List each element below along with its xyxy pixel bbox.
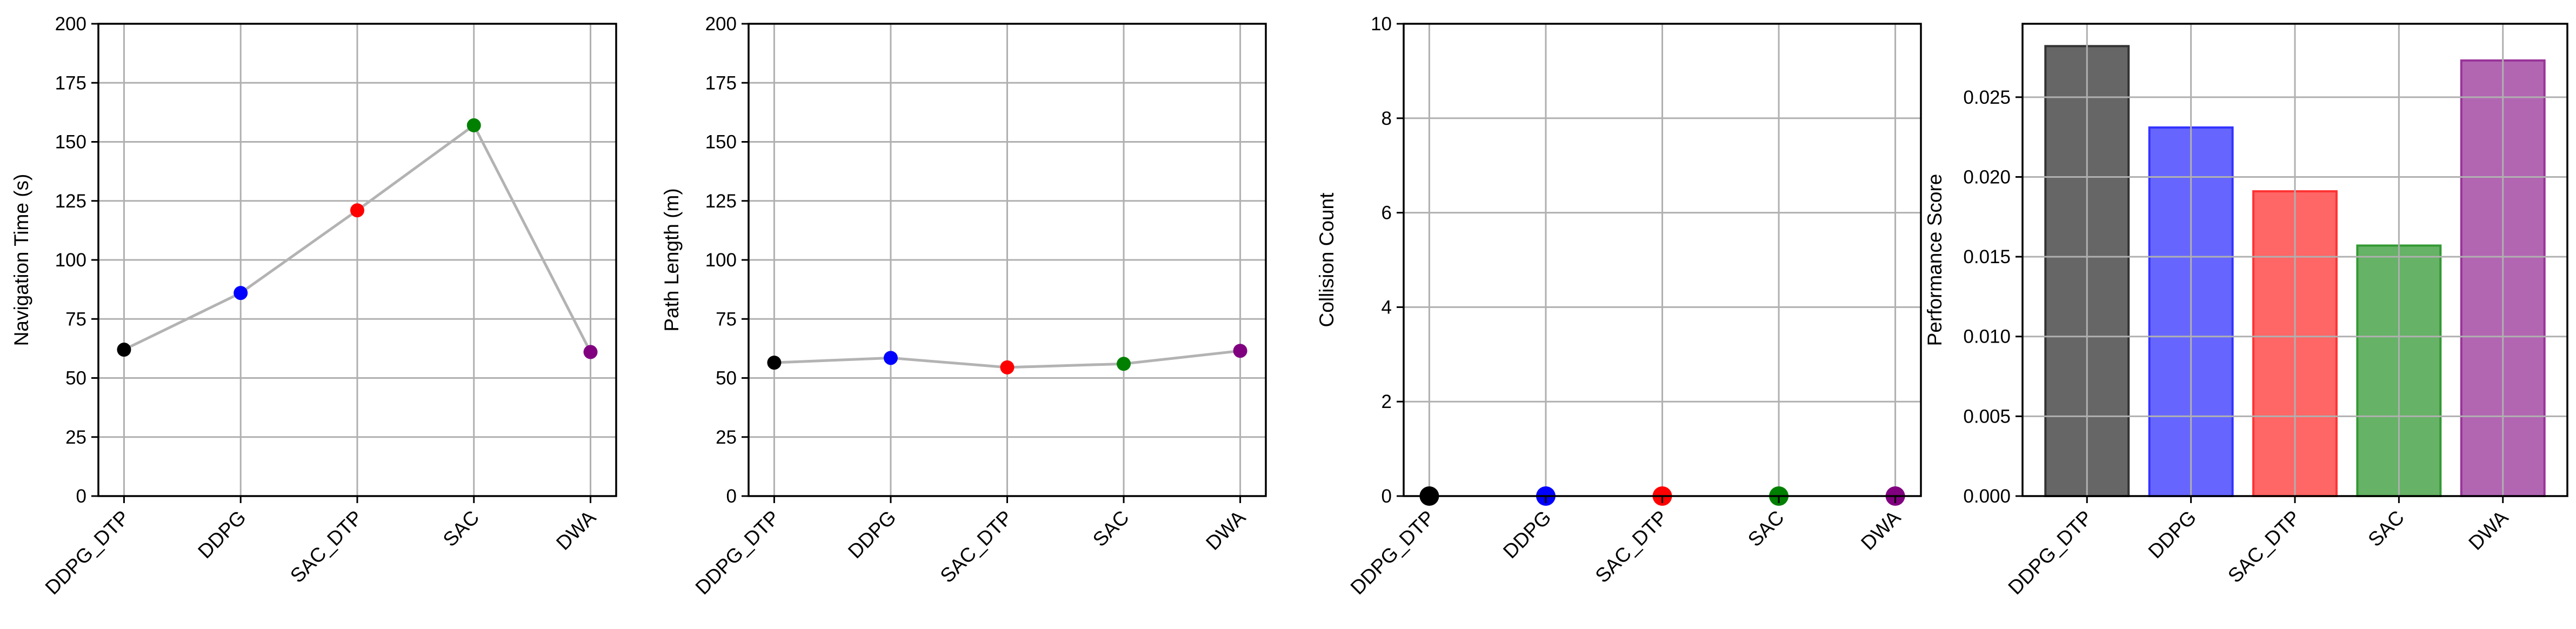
y-tick-label: 0.000 bbox=[1963, 486, 2011, 507]
y-tick-label: 10 bbox=[1371, 14, 1392, 35]
y-tick-label: 0.005 bbox=[1963, 406, 2011, 427]
point-sac-dtp bbox=[1000, 360, 1015, 374]
y-tick-label: 100 bbox=[705, 250, 737, 271]
point-ddpg bbox=[883, 351, 898, 365]
y-tick-label: 8 bbox=[1382, 108, 1392, 129]
y-tick-label: 175 bbox=[705, 72, 737, 93]
x-tick-label: DDPG bbox=[1499, 506, 1556, 563]
x-tick-label: SAC_DTP bbox=[936, 506, 1017, 587]
x-tick-label: SAC_DTP bbox=[1591, 506, 1672, 587]
y-tick-label: 0.010 bbox=[1963, 326, 2011, 347]
x-tick-label: DDPG bbox=[2144, 506, 2201, 563]
y-tick-label: 200 bbox=[55, 14, 86, 35]
chart-1: 0 25 50 75 100 125 150 175 200 DDPG_DTP DDPG SAC_DT… bbox=[10, 14, 617, 599]
y-tick-label: 50 bbox=[65, 368, 86, 389]
x-tick-label: DDPG_DTP bbox=[41, 506, 134, 599]
y-tick-label: 125 bbox=[705, 191, 737, 212]
y-tick-label: 25 bbox=[65, 427, 86, 448]
y-tick-label: 0.025 bbox=[1963, 87, 2011, 108]
point-sac-dtp bbox=[350, 203, 364, 218]
y-tick-label: 25 bbox=[716, 427, 737, 448]
chart-4: 0.000 0.005 0.010 0.015 0.020 0.025 DDPG_DTP DD… bbox=[1924, 23, 2568, 599]
x-tick-label: DWA bbox=[2464, 506, 2512, 554]
x-tick-label: SAC_DTP bbox=[286, 506, 367, 587]
y-tick-label: 150 bbox=[705, 132, 737, 153]
y-tick-label: 150 bbox=[55, 132, 86, 153]
x-tick-label: SAC bbox=[2364, 506, 2408, 551]
y-tick-label: 50 bbox=[716, 368, 737, 389]
y-tick-label: 6 bbox=[1382, 203, 1392, 224]
y-tick-label: 175 bbox=[55, 72, 86, 93]
x-tick-label: SAC bbox=[1089, 506, 1133, 551]
point-ddpg-dtp bbox=[767, 356, 782, 370]
x-tick-label: DDPG_DTP bbox=[691, 506, 784, 599]
x-tick-label: DWA bbox=[552, 506, 600, 554]
y-tick-label: 75 bbox=[65, 309, 86, 330]
point-sac bbox=[466, 118, 481, 132]
y-tick-label: 0.020 bbox=[1963, 166, 2011, 188]
y-axis-label: Navigation Time (s) bbox=[10, 174, 32, 346]
chart-3: 0 2 4 6 8 10 DDPG_DTP DDPG SAC_DTP SAC DWA Collisio… bbox=[1316, 14, 1922, 599]
y-tick-label: 75 bbox=[716, 309, 737, 330]
x-tick-label: DDPG_DTP bbox=[2004, 506, 2096, 599]
x-tick-label: DDPG bbox=[193, 506, 250, 563]
y-tick-label: 0 bbox=[76, 486, 86, 507]
x-tick-label: SAC bbox=[1744, 506, 1788, 551]
y-tick-label: 2 bbox=[1382, 391, 1392, 412]
point-dwa bbox=[583, 345, 598, 359]
point-dwa bbox=[1233, 344, 1247, 358]
y-tick-label: 0 bbox=[1382, 486, 1392, 507]
x-tick-label: SAC_DTP bbox=[2224, 506, 2305, 587]
y-tick-label: 0 bbox=[726, 486, 737, 507]
y-tick-label: 100 bbox=[55, 250, 86, 271]
y-tick-label: 4 bbox=[1382, 297, 1392, 318]
x-tick-label: DDPG bbox=[844, 506, 900, 563]
point-ddpg-dtp bbox=[117, 343, 131, 357]
x-tick-label: DWA bbox=[1857, 506, 1905, 554]
x-tick-label: SAC bbox=[439, 506, 484, 551]
y-tick-label: 200 bbox=[705, 14, 737, 35]
point-ddpg bbox=[233, 286, 248, 300]
y-axis-label: Performance Score bbox=[1924, 174, 1946, 346]
point-sac bbox=[1117, 357, 1131, 371]
y-axis-label: Collision Count bbox=[1316, 192, 1338, 327]
y-axis-label: Path Length (m) bbox=[660, 188, 683, 331]
y-tick-label: 0.015 bbox=[1963, 246, 2011, 267]
chart-2: 0 25 50 75 100 125 150 175 200 DDPG_DTP DDPG SAC_DT… bbox=[660, 14, 1267, 599]
y-tick-label: 125 bbox=[55, 191, 86, 212]
x-tick-label: DWA bbox=[1202, 506, 1250, 554]
x-tick-label: DDPG_DTP bbox=[1346, 506, 1439, 599]
